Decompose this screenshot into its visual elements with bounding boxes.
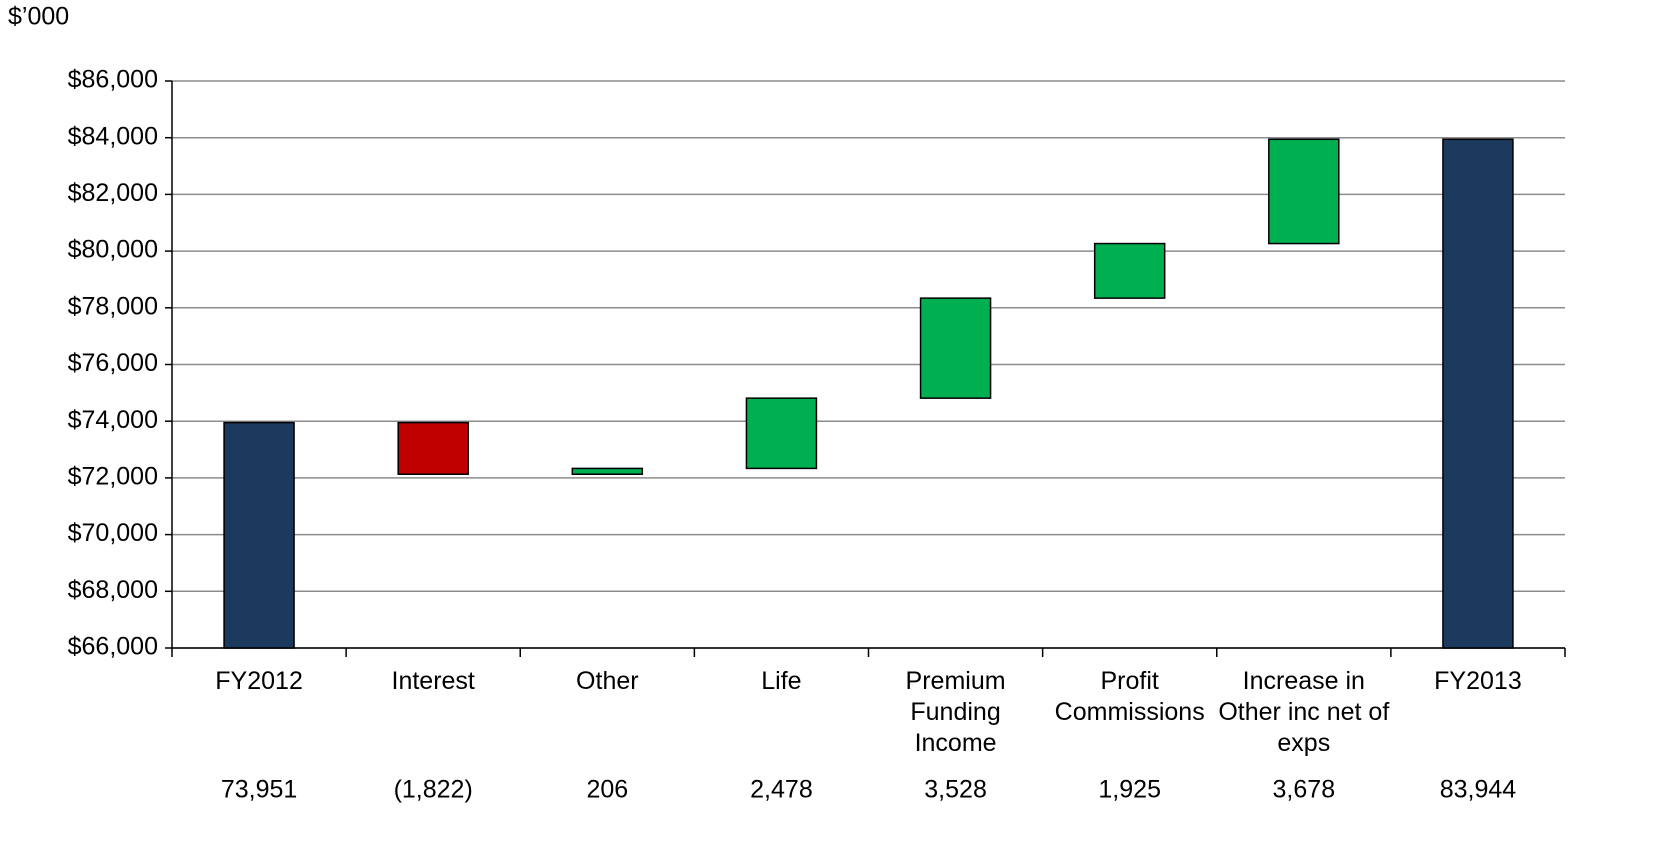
bar (1268, 138, 1340, 245)
bar (1442, 138, 1514, 649)
y-tick-label: $68,000 (68, 576, 158, 604)
x-tick-label: Increase in Other inc net of exps (1218, 667, 1390, 757)
value-label: 83,944 (1440, 776, 1517, 804)
y-tick-label: $66,000 (68, 633, 158, 661)
value-label: 2,478 (750, 776, 813, 804)
bar (571, 467, 644, 475)
y-tick-label: $74,000 (68, 406, 158, 434)
bar (1093, 242, 1166, 299)
bar (397, 421, 469, 475)
x-tick-label: FY2013 (1434, 667, 1522, 695)
y-tick-label: $86,000 (68, 66, 158, 94)
bar (919, 297, 992, 399)
value-label: (1,822) (394, 776, 473, 804)
y-tick-label: $78,000 (68, 292, 158, 320)
bar (223, 421, 295, 649)
y-tick-label: $70,000 (68, 519, 158, 547)
value-label: 206 (586, 776, 628, 804)
x-tick-label: Interest (391, 667, 475, 695)
value-label: 3,678 (1273, 776, 1336, 804)
x-tick-label: Profit Commissions (1054, 667, 1205, 726)
y-tick-label: $82,000 (68, 179, 158, 207)
value-label: 1,925 (1098, 776, 1161, 804)
value-label: 73,951 (221, 776, 297, 804)
y-tick-label: $84,000 (68, 122, 158, 150)
x-tick-label: FY2012 (215, 667, 303, 695)
value-label: 3,528 (924, 776, 987, 804)
y-tick-label: $76,000 (68, 349, 158, 377)
x-tick-label: Life (761, 667, 802, 695)
y-tick-label: $80,000 (68, 236, 158, 264)
x-tick-label: Premium Funding Income (905, 667, 1006, 757)
y-tick-label: $72,000 (68, 463, 158, 491)
x-tick-label: Other (576, 667, 639, 695)
unit-label: $’000 (8, 3, 69, 31)
bar (745, 397, 818, 470)
